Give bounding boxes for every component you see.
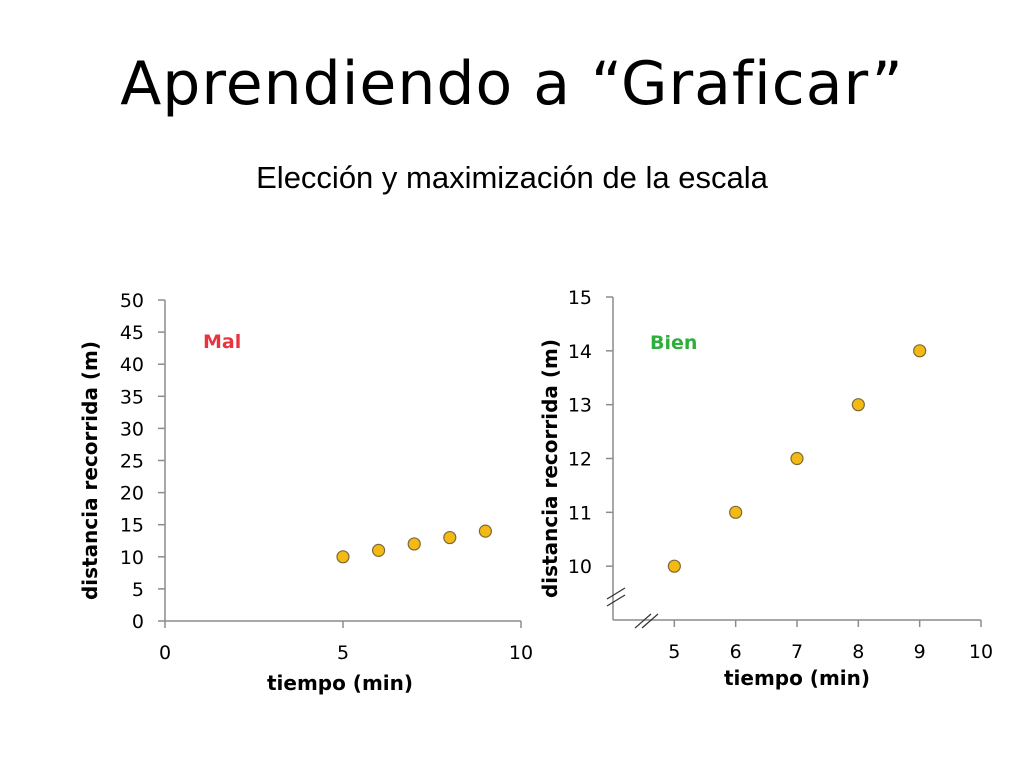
x-tick-label: 10: [969, 641, 993, 663]
y-tick-label: 0: [132, 611, 144, 633]
data-point: [667, 559, 681, 573]
y-tick-label: 45: [120, 322, 144, 344]
y-tick-label: 12: [568, 449, 592, 471]
slide-title: Aprendiendo a “Graficar”: [120, 49, 904, 119]
chart-mal: 0 5 10 15 20 25 30 35 40 45 50 0 5 10 tiempo (min) dist…: [78, 290, 533, 695]
slide-subtitle: Elección y maximización de la escala: [256, 160, 768, 195]
y-tick-label: 11: [568, 502, 592, 524]
x-tick-label: 5: [668, 641, 680, 663]
data-point: [336, 550, 350, 564]
y-tick-label: 13: [568, 395, 592, 417]
y-axis-break-mark: [606, 594, 626, 607]
y-tick-label: 30: [120, 418, 144, 440]
x-tick-label: 10: [509, 642, 533, 664]
data-point: [478, 524, 492, 538]
data-point: [729, 505, 743, 519]
y-tick-label: 15: [120, 515, 144, 537]
x-tick-label: 6: [730, 641, 742, 663]
y-tick-label: 5: [132, 579, 144, 601]
x-tick-label: 8: [852, 641, 864, 663]
x-axis-break-mark: [641, 613, 659, 629]
data-point: [407, 537, 421, 551]
y-axis-label: distancia recorrida (m): [538, 339, 562, 598]
x-axis-label: tiempo (min): [724, 666, 870, 690]
y-tick-label: 50: [120, 290, 144, 312]
data-point: [913, 344, 927, 358]
x-tick-label: 0: [159, 642, 171, 664]
data-point: [372, 543, 386, 557]
y-tick-label: 10: [120, 547, 144, 569]
y-axis-label: distancia recorrida (m): [78, 341, 102, 600]
data-point: [851, 398, 865, 412]
x-tick-label: 5: [337, 642, 349, 664]
y-tick-label: 35: [120, 386, 144, 408]
data-point: [790, 451, 804, 466]
y-tick-label: 15: [568, 287, 592, 309]
y-axis-break-mark: [606, 587, 626, 600]
y-tick-label: 20: [120, 483, 144, 505]
y-tick-label: 10: [568, 556, 592, 578]
y-tick-label: 14: [568, 341, 592, 363]
x-tick-label: 7: [791, 641, 803, 663]
y-tick-label: 40: [120, 354, 144, 376]
label-bien: Bien: [650, 332, 697, 354]
x-axis-break-mark: [634, 613, 652, 629]
chart-bien: 10 11 12 13 14 15 5 6 7 8 9 10 tiempo (min) distancia…: [538, 287, 993, 690]
label-mal: Mal: [203, 331, 241, 353]
x-axis-label: tiempo (min): [267, 671, 413, 695]
data-point: [443, 530, 457, 545]
y-tick-label: 25: [120, 451, 144, 473]
x-tick-label: 9: [914, 641, 926, 663]
